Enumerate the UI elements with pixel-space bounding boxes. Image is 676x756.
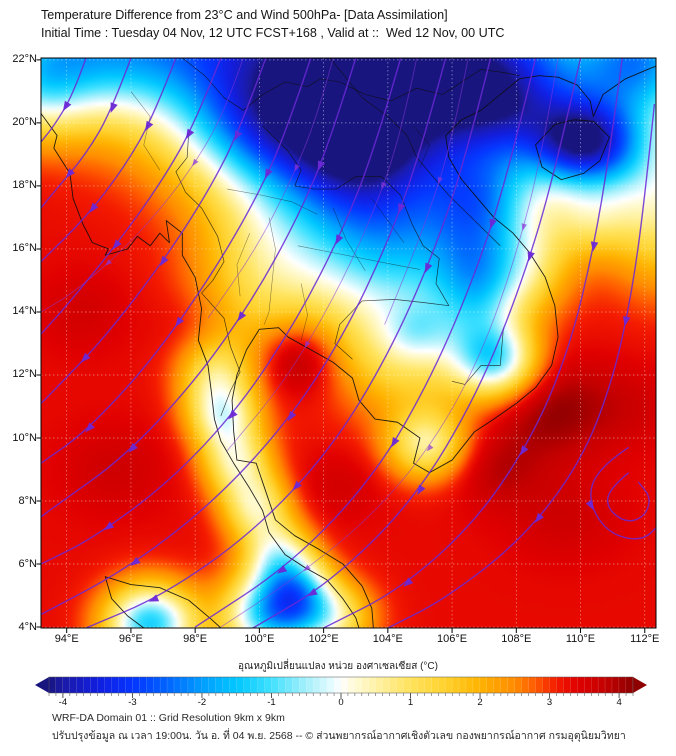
lon-tick-label: 94°E <box>54 633 79 645</box>
lon-tick-label: 100°E <box>244 633 275 645</box>
colorbar-tick-label: 2 <box>477 697 483 708</box>
colorbar-tick-label: -1 <box>267 697 276 708</box>
footer-domain-info: WRF-DA Domain 01 :: Grid Resolution 9km … <box>52 712 285 724</box>
colorbar-tick-label: 0 <box>338 697 344 708</box>
colorbar-tick-label: -2 <box>197 697 207 708</box>
lon-tick-label: 98°E <box>183 633 208 645</box>
colorbar-tick-label: 1 <box>407 697 414 708</box>
lat-tick-label: 12°N <box>12 368 37 381</box>
lon-tick-label: 112°E <box>630 633 660 645</box>
colorbar <box>33 674 653 702</box>
colorbar-tick-label: 3 <box>546 697 553 708</box>
lon-tick-label: 110°E <box>565 633 596 645</box>
lat-tick-label: 10°N <box>12 431 37 444</box>
lat-tick-label: 14°N <box>12 305 37 318</box>
colorbar-tick-label: -3 <box>128 697 137 708</box>
footer-agency-info: ปรับปรุงข้อมูล ณ เวลา 19:00น. วัน อ. ที่… <box>52 730 626 742</box>
lon-tick-label: 104°E <box>372 633 403 645</box>
temperature-wind-map <box>31 48 666 648</box>
lat-tick-label: 20°N <box>12 116 37 129</box>
colorbar-tick-label: 4 <box>616 697 622 708</box>
lat-tick-label: 4°N <box>18 620 37 633</box>
lon-tick-label: 96°E <box>118 633 143 645</box>
lat-tick-label: 18°N <box>12 179 37 192</box>
chart-subtitle: Initial Time : Tuesday 04 Nov, 12 UTC FC… <box>41 26 505 40</box>
lat-tick-label: 16°N <box>12 242 37 255</box>
lat-tick-label: 22°N <box>12 53 37 66</box>
lon-tick-label: 108°E <box>501 633 532 645</box>
lat-tick-label: 8°N <box>18 494 37 507</box>
colorbar-title: อุณหภูมิเปลี่ยนแปลง หน่วย องศาเซลเซียส (… <box>238 661 438 672</box>
colorbar-tick-label: -4 <box>58 697 68 708</box>
lat-tick-label: 6°N <box>18 557 37 570</box>
lon-tick-label: 106°E <box>437 633 468 645</box>
lon-tick-label: 102°E <box>308 633 339 645</box>
chart-title: Temperature Difference from 23°C and Win… <box>41 8 448 22</box>
